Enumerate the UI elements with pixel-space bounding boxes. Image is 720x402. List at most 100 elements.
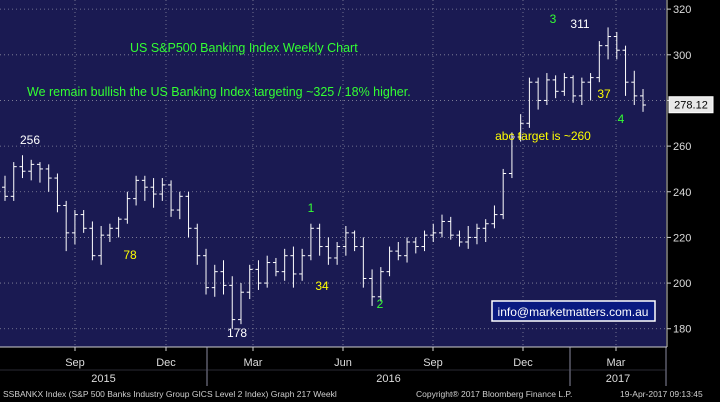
last-price-label: 278.12 [674,100,708,112]
ohlc-bar [2,175,8,201]
ohlc-bar [54,173,61,213]
y-tick-label: 260 [673,141,691,153]
ohlc-bar [45,164,52,192]
ohlc-bar [587,73,594,101]
email-label: info@marketmatters.com.au [498,305,649,319]
y-tick-label: 200 [673,278,691,290]
footer-bar: SSBANKX Index (S&P 500 Banks Industry Gr… [0,387,720,402]
ohlc-bar [220,260,227,295]
ohlc-bar [36,162,43,183]
ohlc-bar [115,216,122,238]
x-year-label: 2015 [91,373,115,385]
chart-annotation: 178 [227,326,247,340]
ohlc-bar [334,241,341,265]
footer-date: 19-Apr-2017 09:13:45 [620,389,703,399]
chart-annotation: 311 [570,17,589,31]
ohlc-bar [631,70,638,106]
ohlc-bar [98,226,105,265]
y-tick-label: 240 [673,187,691,199]
ohlc-bar [447,216,454,240]
ohlc-bar [316,223,323,256]
ohlc-bar [430,223,437,242]
y-tick-label: 220 [673,232,691,244]
ohlc-bar [640,89,647,112]
footer-index-description: SSBANKX Index (S&P 500 Banks Industry Gr… [3,389,337,399]
chart-title: US S&P500 Banking Index Weekly Chart [130,41,358,55]
ohlc-bar [421,230,428,252]
ohlc-bar [456,230,463,247]
ohlc-bar [491,205,498,229]
chart-annotation: 34 [315,279,329,293]
ohlc-bar [150,178,157,208]
x-month-label: Dec [156,357,176,369]
ohlc-bar [246,264,253,300]
ohlc-bar [89,221,96,261]
ohlc-bar [369,269,376,306]
ohlc-bar [80,210,87,233]
ohlc-bar [264,255,271,288]
y-tick-label: 320 [673,4,691,16]
ohlc-bar [203,248,210,295]
ohlc-bar [570,75,577,103]
x-month-label: Jun [334,357,352,369]
x-year-label: 2017 [606,373,630,385]
y-tick-label: 180 [673,324,691,336]
ohlc-bar [473,223,480,245]
email-box [491,300,656,322]
ohlc-bar [19,155,26,179]
x-month-label: Sep [65,357,85,369]
ohlc-bar [377,267,384,302]
last-price-box [668,96,714,114]
chart-annotation: 2 [377,297,384,311]
ohlc-bar [596,41,603,83]
ohlc-bar [229,276,236,329]
ohlc-bar [168,180,175,217]
chart-annotation: 1 [308,201,315,215]
ohlc-bar [63,200,70,252]
x-month-label: Dec [513,357,533,369]
ohlc-bar [526,77,533,128]
ohlc-bar [500,168,507,220]
chart-annotation: 4 [618,112,625,126]
ohlc-bar [605,27,612,60]
ohlc-bar [307,223,314,261]
ohlc-bar [404,237,411,263]
ohlc-bar [71,210,78,245]
chart-annotation: 256 [20,133,40,147]
ohlc-bar [351,230,358,252]
chart-annotation: 78 [123,248,137,262]
ohlc-bar [613,31,620,60]
ohlc-bar [412,237,419,254]
ohlc-bar [10,162,17,201]
ohlc-bar [543,73,550,106]
x-month-label: Mar [607,357,626,369]
plot-background [0,0,666,347]
ohlc-bar [106,223,113,242]
x-year-label: 2016 [376,373,400,385]
ohlc-bar [159,178,166,201]
chart-annotation: 37 [597,87,611,101]
ohlc-bar [561,73,568,96]
ohlc-bar [211,264,218,297]
ohlc-bar [272,257,279,277]
ohlc-bar [237,283,244,325]
x-month-label: Mar [244,357,263,369]
ohlc-bar [622,45,629,96]
ohlc-bar [439,214,445,238]
ohlc-bar [299,248,306,281]
chart-annotation: 3 [550,12,557,26]
ohlc-bar [395,241,402,261]
chart-commentary: We remain bullish the US Banking Index t… [27,85,411,99]
ohlc-bar [578,77,585,106]
ohlc-bar [255,260,262,290]
x-month-label: Sep [423,357,443,369]
ohlc-bar [281,248,288,281]
ohlc-bar [465,226,472,249]
ohlc-bar [28,159,35,181]
ohlc-bar [552,75,559,99]
ohlc-bar [124,191,131,224]
ohlc-bar [325,237,332,265]
ohlc-bar [535,77,542,110]
